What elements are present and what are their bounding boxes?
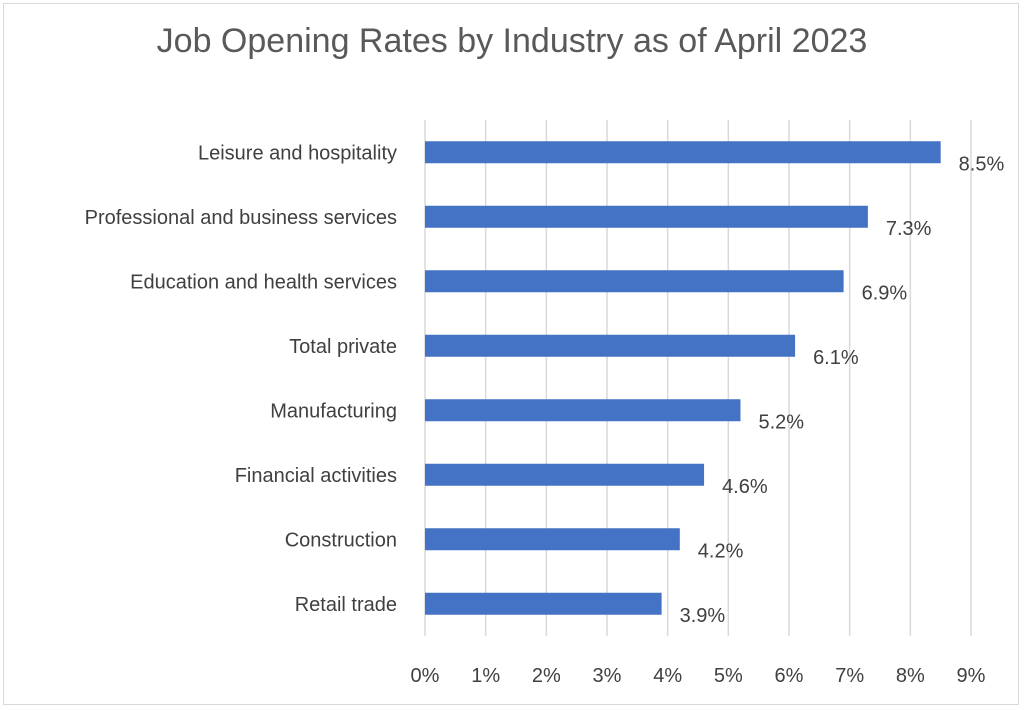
category-label: Manufacturing [270, 400, 397, 422]
x-tick-label: 8% [896, 665, 925, 687]
bar [425, 528, 680, 551]
category-label: Total private [289, 336, 397, 358]
category-label: Retail trade [295, 594, 397, 616]
category-label: Professional and business services [85, 207, 397, 229]
x-tick-label: 9% [957, 665, 986, 687]
category-label: Construction [285, 529, 397, 551]
data-label: 8.5% [959, 153, 1005, 175]
bar [425, 463, 705, 486]
bar [425, 141, 941, 164]
x-tick-label: 7% [835, 665, 864, 687]
x-tick-label: 2% [532, 665, 561, 687]
x-tick-label: 6% [775, 665, 804, 687]
x-tick-label: 5% [714, 665, 743, 687]
x-tick-label: 0% [411, 665, 440, 687]
category-label: Leisure and hospitality [198, 142, 397, 164]
data-label: 6.1% [813, 347, 859, 369]
bar [425, 205, 868, 228]
x-tick-label: 3% [593, 665, 622, 687]
chart-title: Job Opening Rates by Industry as of Apri… [156, 22, 868, 60]
data-label: 5.2% [758, 411, 804, 433]
data-label: 4.2% [698, 540, 744, 562]
category-label: Financial activities [235, 465, 397, 487]
chart-frame [3, 3, 1019, 705]
bar [425, 399, 741, 422]
data-label: 4.6% [722, 476, 768, 498]
category-label: Education and health services [130, 271, 397, 293]
bar [425, 270, 844, 293]
data-label: 7.3% [886, 218, 932, 240]
data-label: 6.9% [862, 282, 908, 304]
x-tick-label: 4% [653, 665, 682, 687]
bar [425, 592, 662, 615]
data-label: 3.9% [680, 605, 726, 627]
bar [425, 334, 796, 357]
x-tick-label: 1% [471, 665, 500, 687]
